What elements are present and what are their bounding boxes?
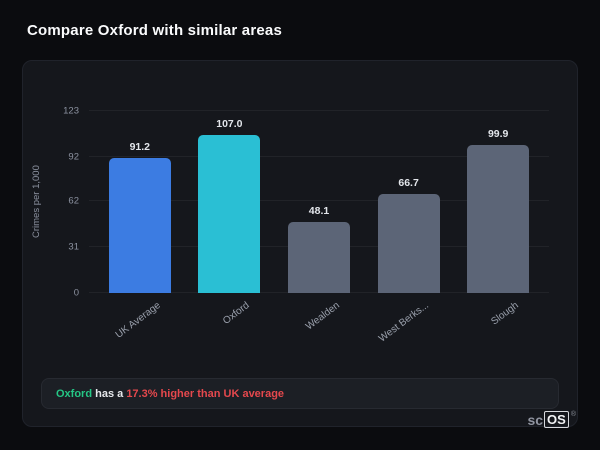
logo-text-prefix: sc <box>527 412 544 428</box>
x-axis-label: Oxford <box>221 300 253 327</box>
bar-column: 66.7 West Berks... <box>377 111 440 344</box>
annotation-middle: has a <box>92 387 127 400</box>
gridline <box>89 110 549 111</box>
bar-uk-average[interactable] <box>108 158 171 293</box>
logo: sc OS ® <box>527 411 576 429</box>
bar-value-label: 66.7 <box>398 177 419 190</box>
x-axis-label: Slough <box>489 300 521 328</box>
bar-value-label: 107.0 <box>216 117 243 130</box>
bar-wealden[interactable] <box>287 221 350 293</box>
bar-value-label: 91.2 <box>129 141 151 154</box>
bar-column: 99.9 Slough <box>467 111 530 328</box>
bar-west-berks[interactable] <box>377 194 440 293</box>
annotation-subject: Oxford <box>56 387 93 400</box>
annotation-highlight: 17.3% higher than UK average <box>126 387 285 400</box>
page-title: Compare Oxford with similar areas <box>27 22 283 39</box>
chart-card: Crimes per 1,000 0 31 62 92 123 91.2 UK Avera… <box>22 60 578 427</box>
bar-column: 48.1 Wealden <box>287 111 350 332</box>
y-axis-ticks: 0 31 62 92 123 <box>23 106 79 299</box>
annotation-banner: Oxford has a 17.3% higher than UK averag… <box>41 378 559 409</box>
bars: 91.2 UK Average 107.0 Oxford 48.1 Wealden 66.7… <box>89 111 549 344</box>
gridline <box>89 155 549 157</box>
bar-column: 107.0 Oxford <box>198 111 261 327</box>
y-tick-label: 123 <box>63 105 79 117</box>
y-tick-label: 0 <box>73 287 79 299</box>
logo-text-boxed: OS <box>544 411 569 428</box>
plot-area: 91.2 UK Average 107.0 Oxford 48.1 Wealden 66.7… <box>89 110 549 344</box>
bar-value-label: 99.9 <box>487 128 509 141</box>
x-axis-label: UK Average <box>113 300 163 341</box>
registered-trademark-icon: ® <box>570 411 576 418</box>
gridline <box>89 200 549 202</box>
y-tick-label: 92 <box>68 151 79 163</box>
y-tick-label: 62 <box>68 195 79 207</box>
bar-value-label: 48.1 <box>308 204 330 217</box>
bar-slough[interactable] <box>467 145 530 293</box>
x-axis-label: West Berks... <box>377 300 432 345</box>
x-axis-label: Wealden <box>303 300 342 333</box>
bar-oxford[interactable] <box>198 134 261 293</box>
y-tick-label: 31 <box>68 241 79 253</box>
bar-column: 91.2 UK Average <box>108 111 171 341</box>
